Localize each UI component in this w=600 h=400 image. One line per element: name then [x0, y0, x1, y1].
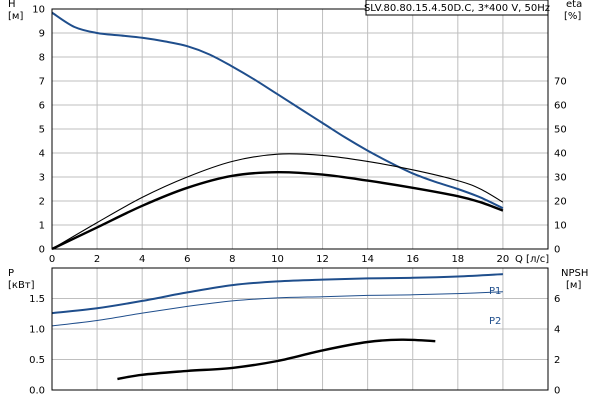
lower-right-axis-label-1: NPSH: [561, 268, 588, 279]
lower-left-tick-label: 1.5: [29, 294, 45, 305]
x-tick-label: 6: [184, 254, 190, 265]
x-tick-label: 2: [94, 254, 100, 265]
lower-right-tick-label: 6: [554, 294, 560, 305]
lower-left-axis-label-1: P: [8, 268, 14, 279]
x-tick-label: 4: [139, 254, 145, 265]
upper-right-tick-label: 0: [554, 245, 560, 256]
chart-title: SLV.80.80.15.4.50D.C, 3*400 V, 50Hz: [364, 3, 550, 14]
series-label-p1: P1: [489, 286, 501, 297]
upper-right-tick-label: 50: [554, 125, 567, 136]
series-h-line: [51, 11, 504, 210]
upper-right-tick-label: 40: [554, 149, 567, 160]
series-npsh-line: [117, 338, 436, 381]
upper-left-tick-label: 3: [39, 173, 45, 184]
x-tick-label: 0: [49, 254, 55, 265]
upper-left-axis-label-2: [м]: [8, 11, 23, 22]
series-eta-upper-line: [51, 153, 504, 250]
upper-left-tick-label: 10: [32, 5, 45, 16]
lower-grid: [52, 268, 548, 390]
upper-left-axis-label-1: H: [8, 0, 16, 10]
upper-left-tick-label: 0: [39, 245, 45, 256]
series-eta-lower-line: [51, 170, 504, 251]
upper-left-tick-label: 4: [39, 149, 45, 160]
upper-right-tick-label: 60: [554, 101, 567, 112]
upper-right-axis-label-1: eta: [566, 0, 582, 10]
x-tick-label: 16: [406, 254, 419, 265]
lower-left-tick-label: 1.0: [29, 325, 45, 336]
upper-right-tick-label: 20: [554, 197, 567, 208]
upper-left-tick-label: 5: [39, 125, 45, 136]
x-tick-label: 14: [361, 254, 374, 265]
lower-right-axis-label-2: [м]: [566, 280, 581, 291]
upper-right-tick-label: 70: [554, 77, 567, 88]
title-box: [365, 0, 549, 16]
upper-right-axis-label-2: [%]: [564, 11, 581, 22]
upper-right-tick-label: 10: [554, 221, 567, 232]
upper-left-tick-label: 2: [39, 197, 45, 208]
lower-right-tick-label: 2: [554, 355, 560, 366]
series-label-p2: P2: [489, 316, 501, 327]
upper-left-tick-label: 7: [39, 77, 45, 88]
lower-curves: [51, 273, 503, 381]
upper-left-tick-label: 9: [39, 29, 45, 40]
upper-left-tick-label: 1: [39, 221, 45, 232]
series-p1-line: [51, 273, 503, 315]
series-p2-line: [51, 291, 503, 327]
upper-left-tick-label: 8: [39, 53, 45, 64]
lower-tick-labels: 0.0 0.5 1.0 1.5 0 2 4 6: [29, 294, 560, 397]
upper-curves: [51, 11, 504, 251]
lower-left-tick-label: 0.0: [29, 386, 45, 397]
lower-right-tick-label: 0: [554, 386, 560, 397]
x-tick-label: 8: [229, 254, 235, 265]
lower-plot-frame: [51, 267, 549, 391]
lower-left-tick-label: 0.5: [29, 355, 45, 366]
upper-plot-frame: [51, 8, 549, 250]
lower-left-axis-label-2: [кВт]: [8, 280, 35, 291]
x-axis-label: Q [л/с]: [515, 254, 549, 265]
x-tick-label: 10: [271, 254, 284, 265]
upper-right-tick-label: 30: [554, 173, 567, 184]
x-tick-label: 12: [316, 254, 329, 265]
x-tick-label: 20: [497, 254, 510, 265]
upper-left-tick-label: 6: [39, 101, 45, 112]
lower-right-tick-label: 4: [554, 325, 560, 336]
x-tick-label: 18: [451, 254, 464, 265]
